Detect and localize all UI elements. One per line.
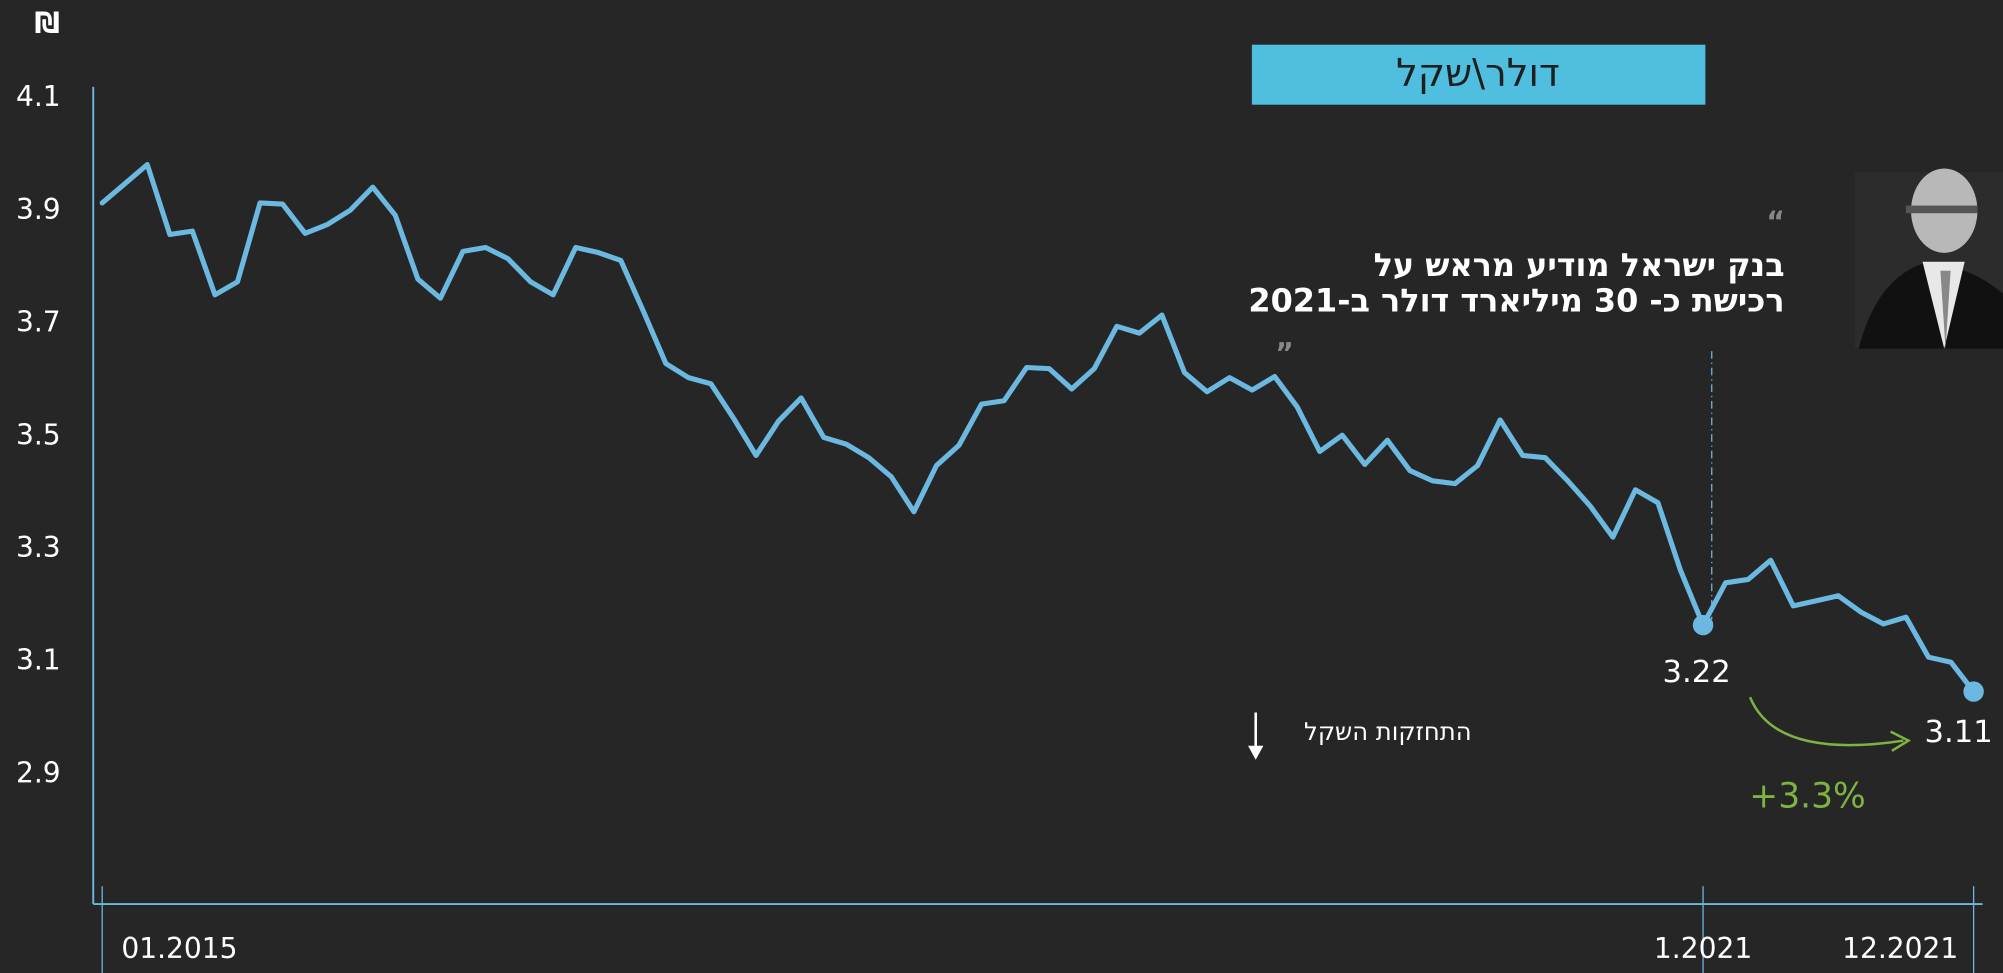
y-tick-label: 3.9 bbox=[16, 193, 61, 226]
x-tick-label: 12.2021 bbox=[1842, 932, 1958, 965]
x-tick-label: 1.2021 bbox=[1654, 932, 1752, 965]
currency-symbol: ₪ bbox=[35, 6, 60, 39]
x-tick-label: 01.2015 bbox=[121, 932, 237, 965]
change-arrow bbox=[1748, 696, 1904, 747]
y-tick-label: 4.1 bbox=[16, 80, 61, 113]
down-arrow bbox=[1248, 712, 1264, 760]
highlight-point bbox=[1692, 614, 1714, 636]
y-tick-label: 3.5 bbox=[16, 418, 61, 451]
y-tick-label: 2.9 bbox=[16, 756, 61, 789]
point-label: 3.11 bbox=[1925, 715, 1993, 750]
quote-line: בנק ישראל מודיע מראש על bbox=[1374, 246, 1785, 284]
quote-mark: “ bbox=[1766, 205, 1784, 238]
quote-mark: „ bbox=[1276, 322, 1294, 355]
chart-title: דולר\שקל bbox=[1396, 51, 1560, 96]
change-arrow-head bbox=[1890, 730, 1912, 752]
point-label: 3.22 bbox=[1663, 655, 1731, 690]
data-line bbox=[99, 162, 1977, 695]
direction-note: התחזקות השקל bbox=[1304, 717, 1472, 746]
y-tick-label: 3.7 bbox=[16, 306, 61, 339]
y-tick-label: 3.1 bbox=[16, 644, 61, 677]
highlight-point bbox=[1963, 681, 1984, 702]
quote-line: רכישת כ- 30 מיליארד דולר ב-2021 bbox=[1248, 282, 1784, 320]
photo bbox=[1854, 168, 2003, 349]
title-box bbox=[1251, 44, 1706, 105]
change-label: +3.3% bbox=[1749, 777, 1865, 817]
y-tick-label: 3.3 bbox=[16, 531, 61, 564]
